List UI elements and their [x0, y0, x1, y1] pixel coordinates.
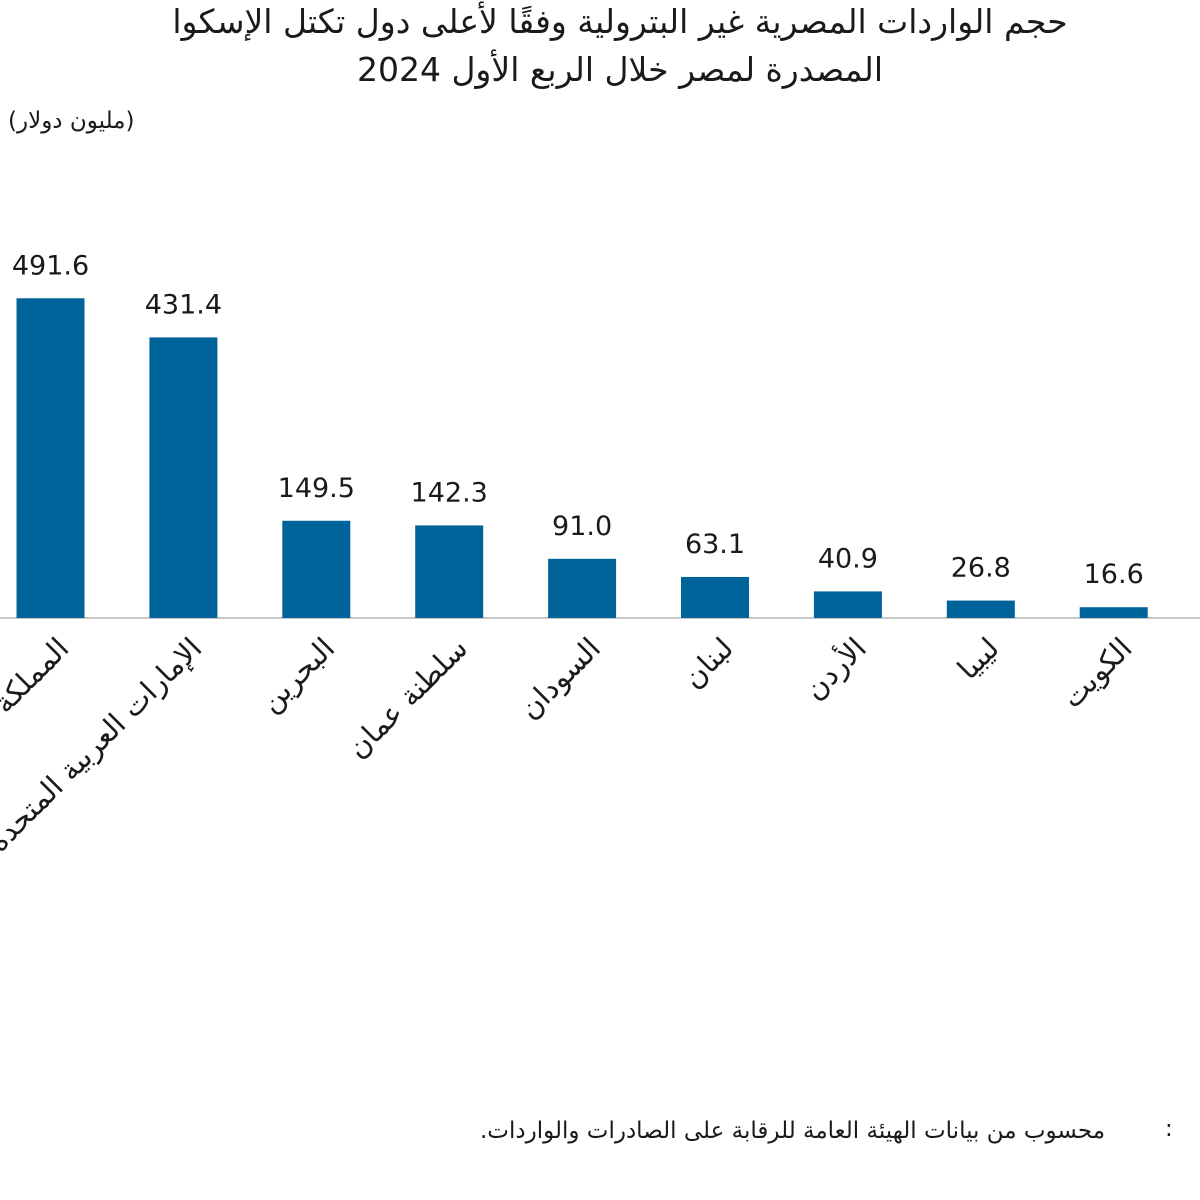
data-label: 63.1 [685, 529, 745, 560]
bar [681, 576, 749, 618]
category-label: لبنان [676, 631, 740, 695]
bar [1079, 607, 1148, 618]
bar [16, 298, 85, 618]
bar [813, 591, 882, 618]
bar [415, 525, 484, 618]
category-label: ليبيا [951, 631, 1006, 686]
chart-title-line-1: حجم الواردات المصرية غير البترولية وفقًا… [172, 2, 1068, 41]
source-marker: : [1165, 1116, 1173, 1142]
bar [149, 337, 218, 618]
data-label: 491.6 [12, 250, 89, 281]
category-label: البحرين [253, 631, 341, 719]
data-label: 142.3 [411, 477, 488, 508]
category-label: سلطنة عمان [340, 631, 474, 765]
bar [282, 520, 351, 618]
data-label: 91.0 [552, 511, 612, 542]
data-label: 149.5 [278, 473, 355, 504]
y-unit-label: (مليون دولار) [8, 108, 135, 134]
chart-title-line-2: المصدرة لمصر خلال الربع الأول 2024 [356, 50, 883, 89]
category-label: الكويت [1055, 631, 1139, 715]
data-label: 16.6 [1084, 559, 1144, 590]
bar [548, 558, 617, 618]
data-label: 40.9 [818, 543, 878, 574]
data-label: 431.4 [145, 289, 222, 320]
data-label: 26.8 [951, 553, 1011, 584]
bar [946, 600, 1015, 618]
category-label: الأردن [796, 629, 873, 706]
category-label: السودان [512, 631, 607, 726]
source-note: محسوب من بيانات الهيئة العامة للرقابة عل… [480, 1118, 1106, 1144]
